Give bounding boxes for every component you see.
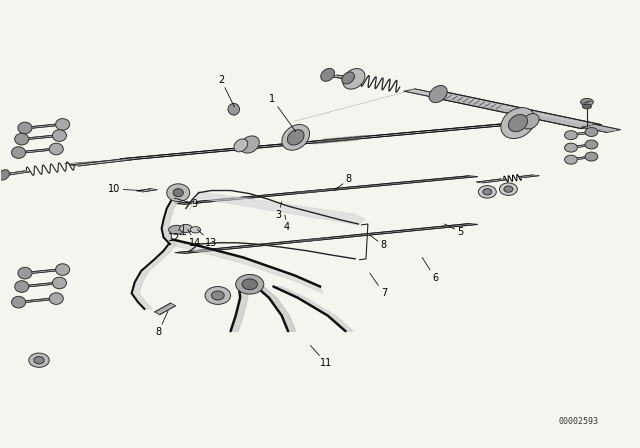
Text: 2: 2 xyxy=(218,75,234,107)
Polygon shape xyxy=(428,92,601,129)
Polygon shape xyxy=(404,89,447,98)
Ellipse shape xyxy=(179,224,192,233)
Ellipse shape xyxy=(56,119,70,130)
Text: 8: 8 xyxy=(370,235,387,250)
Polygon shape xyxy=(162,188,186,246)
Ellipse shape xyxy=(167,184,189,202)
Polygon shape xyxy=(19,283,62,287)
Polygon shape xyxy=(477,179,507,183)
Text: 6: 6 xyxy=(422,258,438,283)
Ellipse shape xyxy=(522,113,539,129)
Polygon shape xyxy=(328,75,355,79)
Ellipse shape xyxy=(56,264,70,276)
Polygon shape xyxy=(173,240,323,293)
Text: 7: 7 xyxy=(370,273,387,298)
Ellipse shape xyxy=(504,186,513,192)
Polygon shape xyxy=(569,157,593,159)
Ellipse shape xyxy=(15,281,29,293)
Ellipse shape xyxy=(582,104,591,109)
Ellipse shape xyxy=(234,139,248,152)
Ellipse shape xyxy=(483,189,492,195)
Ellipse shape xyxy=(287,129,304,145)
Polygon shape xyxy=(16,149,59,153)
Ellipse shape xyxy=(564,143,577,152)
Ellipse shape xyxy=(321,69,335,81)
Text: 1: 1 xyxy=(269,94,296,132)
Polygon shape xyxy=(230,287,248,331)
Polygon shape xyxy=(175,176,477,204)
Polygon shape xyxy=(132,244,176,309)
Polygon shape xyxy=(582,125,621,133)
Ellipse shape xyxy=(508,114,527,132)
Ellipse shape xyxy=(585,152,598,161)
Text: 5: 5 xyxy=(445,224,463,237)
Ellipse shape xyxy=(242,279,257,290)
Polygon shape xyxy=(120,122,536,159)
Ellipse shape xyxy=(49,293,63,304)
Polygon shape xyxy=(569,132,593,135)
Polygon shape xyxy=(1,171,31,175)
Ellipse shape xyxy=(52,130,67,142)
Polygon shape xyxy=(175,224,477,254)
Polygon shape xyxy=(518,175,539,177)
Text: 00002593: 00002593 xyxy=(559,417,598,426)
Ellipse shape xyxy=(501,108,535,138)
Ellipse shape xyxy=(342,72,355,84)
Ellipse shape xyxy=(12,296,26,308)
Ellipse shape xyxy=(429,86,447,103)
Ellipse shape xyxy=(564,155,577,164)
Ellipse shape xyxy=(282,125,310,150)
Ellipse shape xyxy=(12,147,26,158)
Ellipse shape xyxy=(499,183,517,195)
Text: 3: 3 xyxy=(275,202,282,220)
Ellipse shape xyxy=(240,136,259,153)
Ellipse shape xyxy=(585,140,598,149)
Ellipse shape xyxy=(18,267,32,279)
Text: 10: 10 xyxy=(108,184,143,194)
Text: 8: 8 xyxy=(156,311,168,337)
Ellipse shape xyxy=(173,189,183,197)
Ellipse shape xyxy=(228,103,239,115)
Text: 14: 14 xyxy=(188,229,202,248)
Ellipse shape xyxy=(190,227,200,233)
Ellipse shape xyxy=(205,287,230,304)
Polygon shape xyxy=(256,287,296,331)
Ellipse shape xyxy=(343,69,365,89)
Ellipse shape xyxy=(34,357,44,364)
Polygon shape xyxy=(189,192,365,225)
Ellipse shape xyxy=(580,99,593,106)
Ellipse shape xyxy=(211,291,224,300)
Polygon shape xyxy=(137,189,157,192)
Text: 13: 13 xyxy=(197,229,218,248)
Polygon shape xyxy=(16,298,59,302)
Ellipse shape xyxy=(29,353,49,367)
Ellipse shape xyxy=(52,277,67,289)
Text: 4: 4 xyxy=(284,215,290,232)
Ellipse shape xyxy=(478,185,496,198)
Text: 12: 12 xyxy=(168,230,180,243)
Polygon shape xyxy=(569,145,593,147)
Polygon shape xyxy=(22,124,65,129)
Ellipse shape xyxy=(49,143,63,155)
Ellipse shape xyxy=(18,122,32,134)
Polygon shape xyxy=(273,287,353,331)
Ellipse shape xyxy=(236,275,264,294)
Ellipse shape xyxy=(585,128,598,137)
Ellipse shape xyxy=(15,134,29,145)
Ellipse shape xyxy=(0,170,10,180)
Polygon shape xyxy=(19,135,62,140)
Text: 9: 9 xyxy=(174,198,197,209)
Polygon shape xyxy=(155,303,175,314)
Text: 11: 11 xyxy=(310,345,333,368)
Text: 8: 8 xyxy=(334,174,352,190)
Polygon shape xyxy=(22,269,65,274)
Ellipse shape xyxy=(564,131,577,140)
Polygon shape xyxy=(70,159,133,166)
Ellipse shape xyxy=(169,225,184,234)
